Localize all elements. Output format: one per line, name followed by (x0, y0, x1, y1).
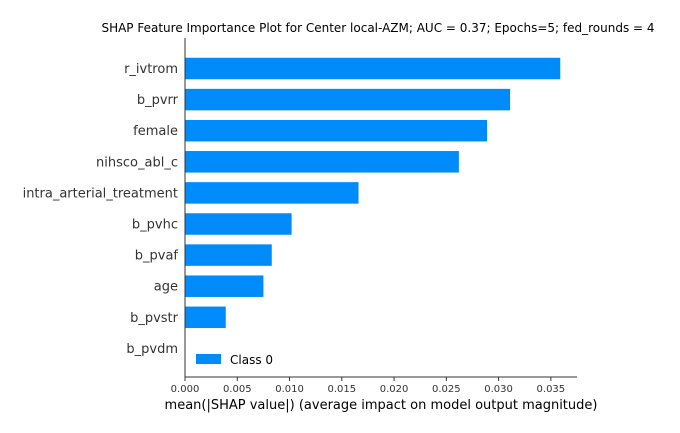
x-tick-label: 0.020 (380, 384, 409, 395)
x-tick-label: 0.010 (275, 384, 304, 395)
bar-b-pvstr (185, 306, 226, 329)
y-tick-label: age (154, 280, 178, 295)
y-tick-label: b_pvdm (126, 342, 178, 357)
bar-b-pvaf (185, 244, 272, 266)
x-tick-label: 0.025 (432, 384, 461, 395)
y-tick-label: b_pvaf (135, 249, 179, 264)
x-axis-label: mean(|SHAP value|) (average impact on mo… (165, 398, 598, 413)
x-tick-label: 0.030 (484, 384, 513, 395)
y-tick-label: b_pvhc (132, 218, 178, 233)
x-tick-label: 0.015 (327, 384, 356, 395)
y-tick-label: r_ivtrom (124, 62, 178, 77)
legend: Class 0 (196, 353, 273, 367)
legend-swatch-class-0 (196, 354, 221, 364)
bar-age (185, 275, 264, 297)
bar-b-pvhc (185, 213, 292, 235)
bars-group (185, 57, 561, 329)
x-tick-label: 0.000 (171, 384, 200, 395)
x-tick-group: 0.000 0.005 0.010 0.015 0.020 0.025 0.030 0.035 (171, 377, 566, 395)
bar-female (185, 119, 488, 142)
y-tick-label: nihsco_abl_c (96, 155, 178, 170)
bar-intra-arterial-treatment (185, 182, 359, 204)
y-tick-label: b_pvstr (130, 311, 179, 326)
legend-label-class-0: Class 0 (230, 353, 273, 367)
bar-nihsco-abl-c (185, 151, 459, 173)
bar-b-pvrr (185, 88, 511, 111)
y-tick-label: female (133, 124, 178, 139)
x-tick-label: 0.035 (537, 384, 566, 395)
y-tick-label: intra_arterial_treatment (23, 186, 178, 201)
chart-title: SHAP Feature Importance Plot for Center … (101, 21, 654, 35)
x-tick-label: 0.005 (223, 384, 252, 395)
y-tick-label: b_pvrr (137, 93, 179, 108)
bar-r-ivtrom (185, 57, 561, 80)
